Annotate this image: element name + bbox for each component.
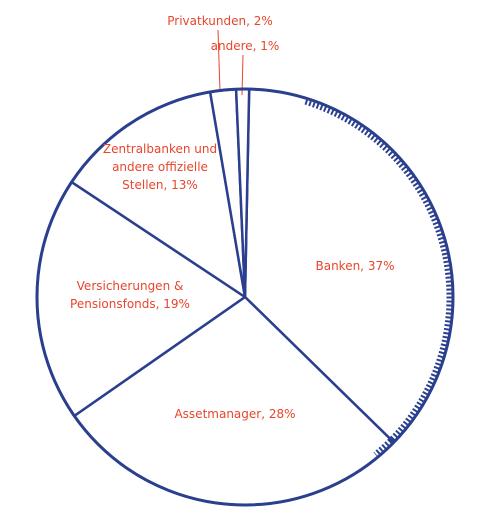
slice-label: andere, 1% — [210, 39, 280, 53]
slice-label: Zentralbanken und andere offizielle Stel… — [102, 142, 218, 192]
leader-line — [217, 29, 221, 93]
pie-outline — [35, 87, 455, 507]
slice-label: Privatkunden, 2% — [167, 14, 273, 28]
slice-label: Assetmanager, 28% — [174, 407, 296, 421]
slice-label: Banken, 37% — [315, 259, 395, 273]
slice-label: Versicherungen & Pensionsfonds, 19% — [70, 279, 190, 311]
rim-hatch — [304, 97, 454, 458]
